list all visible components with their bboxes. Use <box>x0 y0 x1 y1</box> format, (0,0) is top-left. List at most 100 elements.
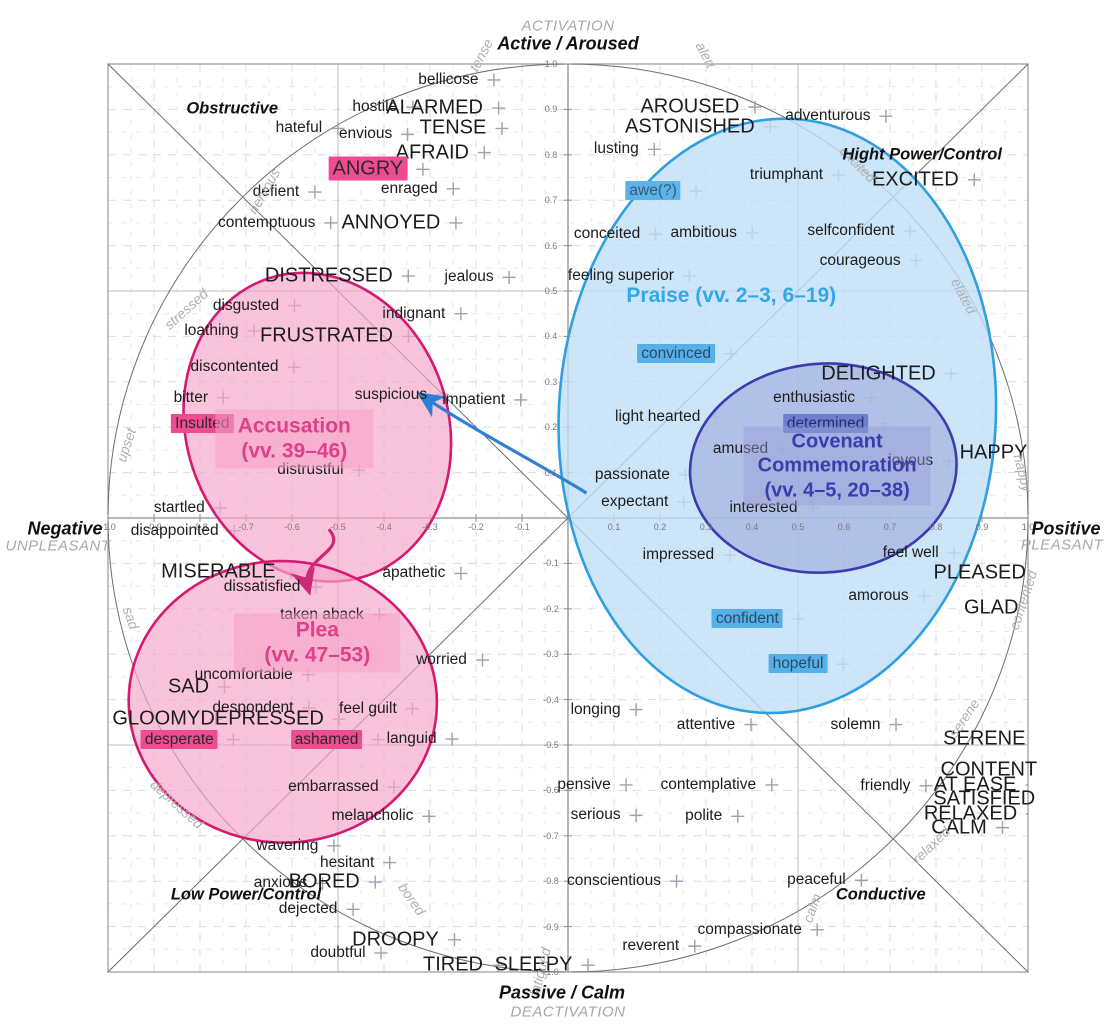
emotion-term-label: passionate <box>594 465 670 483</box>
y-tick-label: 1.0 <box>544 59 558 69</box>
emotion-term-label: determined <box>782 413 869 433</box>
emotion-term-label: PLEASED <box>933 561 1026 584</box>
y-tick-label: -0.2 <box>543 603 559 614</box>
emotion-term: ambitious <box>671 224 737 242</box>
emotion-term: GLOOMY <box>112 708 200 731</box>
axis-pole-bottom-sublabel: DEACTIVATION <box>510 1003 626 1021</box>
emotion-term-label: amused <box>712 439 769 457</box>
emotion-term-label: CONTENT <box>940 758 1038 781</box>
emotion-term: AFRAID <box>396 141 469 164</box>
emotion-term-label: solemn <box>830 715 881 733</box>
emotion-term: ALARMED <box>386 97 483 120</box>
emotion-term: AROUSED <box>640 96 739 119</box>
emotion-term-label: AT EASE <box>933 773 1017 796</box>
emotion-term: CONTENT <box>941 758 1038 781</box>
emotion-term-label: contemplative <box>660 775 757 793</box>
emotion-term: ANGRY <box>328 156 408 181</box>
emotion-term: HAPPY <box>960 442 1028 465</box>
emotion-term-label: anxious <box>253 874 308 892</box>
emotion-term-label: disgusted <box>212 296 280 314</box>
emotion-term: languid <box>387 730 437 748</box>
emotion-term-label: bellicose <box>418 70 479 88</box>
emotion-term-label: adventurous <box>785 107 871 125</box>
emotion-term: enthusiastic <box>773 389 855 407</box>
emotion-term-label: dejected <box>278 900 338 918</box>
emotion-term: impressed <box>643 546 715 564</box>
emotion-term: apathetic <box>382 564 445 582</box>
quadrant-label-text: Obstructive <box>186 99 279 118</box>
emotion-term-label: ambitious <box>670 223 737 241</box>
plea-group-label: Plea (vv. 47–53) <box>234 613 401 673</box>
emotion-term-label: HAPPY <box>959 441 1028 464</box>
praise-group-label: Praise (vv. 2–3, 6–19) <box>626 283 836 309</box>
emotion-term-label: ALARMED <box>386 96 483 119</box>
x-tick-label: -0.4 <box>376 522 392 532</box>
emotion-term-label: melancholic <box>331 807 414 825</box>
emotion-term: feeling superior <box>568 267 674 285</box>
accusation-group-label-subtitle: (vv. 39–46) <box>241 439 348 463</box>
x-tick-label: -1.0 <box>100 522 116 532</box>
emotion-term: passionate <box>595 466 670 484</box>
quadrant-label: Low Power/Control <box>171 885 321 904</box>
emotion-term-label: disappointed <box>130 521 219 539</box>
emotion-term-label: SAD <box>167 675 210 698</box>
emotion-term: triumphant <box>750 166 823 184</box>
emotion-term-label: CALM <box>931 816 987 839</box>
emotion-term: bitter <box>174 389 208 407</box>
emotion-term-label: desperate <box>140 729 218 749</box>
x-tick-label: -0.8 <box>192 522 208 532</box>
axis-pole-left-label: Negative <box>27 518 103 539</box>
emotion-term-label: enthusiastic <box>773 388 856 406</box>
emotion-term-label: courageous <box>819 251 901 269</box>
emotion-term: contemplative <box>660 776 756 794</box>
emotion-term-label: TENSE <box>419 116 487 139</box>
emotion-term: contemptuous <box>218 214 315 232</box>
x-tick-label: 0.1 <box>607 522 621 532</box>
x-tick-label: 0.8 <box>929 522 943 532</box>
emotion-term-label: despondent <box>212 698 294 716</box>
emotion-term-label: longing <box>570 700 621 718</box>
emotion-term: loathing <box>184 322 238 340</box>
emotion-term-label: bitter <box>173 388 209 406</box>
emotion-term: SATISFIED <box>933 788 1035 811</box>
emotion-term: amorous <box>848 587 908 605</box>
x-tick-label: 0.6 <box>837 522 851 532</box>
y-tick-label: 0.4 <box>544 331 558 342</box>
emotion-term-label: DELIGHTED <box>821 362 936 385</box>
emotion-term: jealous <box>445 268 494 286</box>
emotion-term-label: hesitant <box>320 853 375 871</box>
emotion-term: melancholic <box>332 807 414 825</box>
emotion-term-label: embarrassed <box>288 778 379 796</box>
emotion-term-label: feel well <box>882 543 939 561</box>
quadrant-label: Obstructive <box>186 100 278 119</box>
emotion-term: discontented <box>191 358 279 376</box>
emotion-term-label: AROUSED <box>640 95 740 118</box>
emotion-term-label: hopeful <box>768 654 828 674</box>
y-tick-label: -0.3 <box>543 649 559 660</box>
emotion-term: courageous <box>820 252 901 270</box>
emotion-term-label: impressed <box>642 546 715 564</box>
x-tick-label: 0.2 <box>653 522 667 532</box>
emotion-term-label: defient <box>252 183 300 201</box>
x-tick-label: 0.7 <box>883 522 897 532</box>
quadrant-label: Conductive <box>836 885 926 904</box>
plea-group-label-subtitle: (vv. 47–53) <box>264 643 371 667</box>
emotion-term-label: DROOPY <box>352 928 439 951</box>
emotion-term: DISTRESSED <box>265 265 393 288</box>
emotion-term-label: ANNOYED <box>341 211 441 234</box>
y-tick-label: 0.8 <box>544 149 558 160</box>
emotion-term: lusting <box>594 140 639 158</box>
emotion-term-label: DISTRESSED <box>264 264 393 287</box>
emotion-term: defient <box>253 183 300 201</box>
emotion-term: ashamed <box>290 729 363 749</box>
emotion-term: BORED <box>289 871 360 894</box>
emotion-term: TENSE <box>420 117 487 140</box>
emotion-term-label: peaceful <box>787 871 846 889</box>
emotion-term: reverent <box>622 937 679 955</box>
axis-pole-right-sublabel: PLEASANT <box>1020 536 1104 554</box>
emotion-term-label: AFRAID <box>395 141 469 164</box>
emotion-term: anxious <box>254 874 307 892</box>
covenant-group-label: Covenant Commemoration (vv. 4–5, 20–38) <box>743 426 931 506</box>
